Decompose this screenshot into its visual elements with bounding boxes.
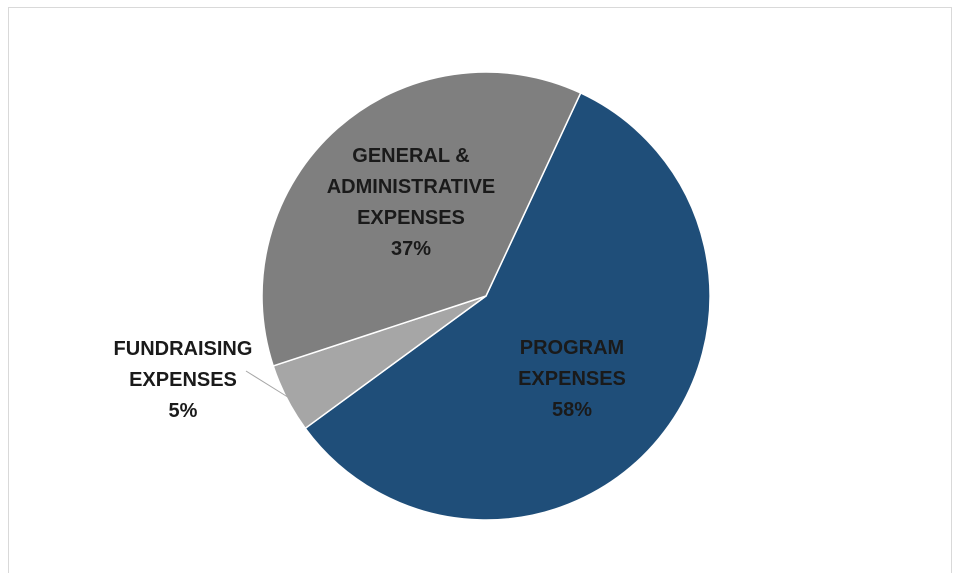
pie-slice-program xyxy=(304,91,711,521)
leader-lines xyxy=(245,370,289,398)
pie-slices xyxy=(261,71,711,521)
data-label-fundraising: FUNDRAISING EXPENSES 5% xyxy=(114,338,253,422)
data-label-general: GENERAL & ADMINISTRATIVE EXPENSES 37% xyxy=(327,145,496,260)
slice-labels: PROGRAM EXPENSES 58% FUNDRAISING EXPENSES 5% G… xyxy=(114,145,626,422)
pie-slice-general xyxy=(261,71,582,367)
data-label-program: PROGRAM EXPENSES 58% xyxy=(518,337,626,421)
leader-line-fundraising xyxy=(245,370,289,398)
